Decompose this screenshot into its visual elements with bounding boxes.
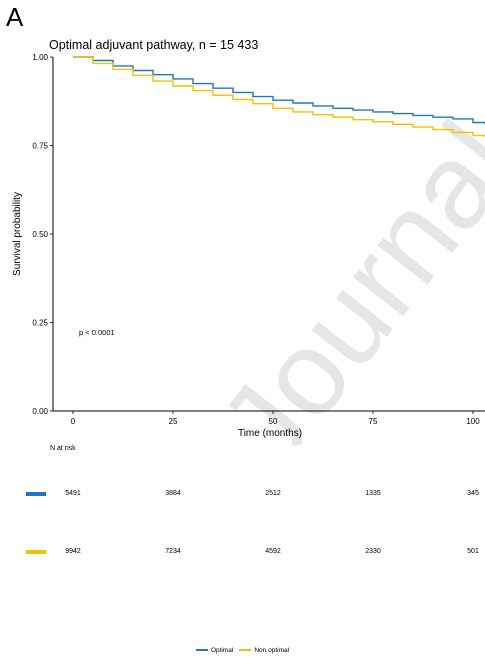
- survival-curve-non-optimal: [73, 56, 485, 138]
- x-tick-label: 25: [169, 417, 178, 426]
- risk-row-swatch: [26, 550, 46, 554]
- risk-value: 501: [467, 548, 479, 555]
- x-tick-label: 100: [466, 417, 480, 426]
- legend-swatch-optimal: [195, 649, 208, 651]
- risk-row-optimal: 5491 3884 2512 1335 345: [0, 488, 485, 500]
- y-tick-label: 0.25: [32, 319, 48, 328]
- risk-value: 3884: [165, 490, 181, 497]
- survival-plot: Journal 0.00 0.25 0.50 0.75 1.00 0 25 50 75 100 T…: [12, 53, 485, 445]
- y-tick-label: 1.00: [32, 53, 48, 62]
- chart-title: Optimal adjuvant pathway, n = 15 433: [49, 38, 259, 52]
- risk-row-non-optimal: 9942 7234 4592 2330 501: [0, 546, 485, 558]
- legend: Optimal Non optimal: [0, 644, 485, 656]
- x-tick-label: 0: [71, 417, 76, 426]
- legend-item-non-optimal: Non optimal: [239, 647, 289, 654]
- y-tick-label: 0.50: [32, 230, 48, 239]
- panel-letter: A: [6, 2, 24, 32]
- p-value-annotation: p < 0.0001: [79, 328, 115, 337]
- x-axis-title: Time (months): [238, 428, 302, 439]
- legend-swatch-non-optimal: [239, 649, 252, 651]
- risk-value: 2512: [265, 490, 281, 497]
- risk-value: 7234: [165, 548, 181, 555]
- risk-value: 1335: [365, 490, 381, 497]
- risk-row-swatch: [26, 492, 46, 496]
- risk-table-label: N at risk: [50, 445, 76, 452]
- risk-value: 345: [467, 490, 479, 497]
- legend-label-non-optimal: Non optimal: [254, 646, 290, 654]
- legend-label-optimal: Optimal: [210, 646, 234, 654]
- survival-curve-optimal: [73, 56, 485, 125]
- legend-item-optimal: Optimal: [195, 646, 234, 654]
- watermark-text: Journal: [194, 98, 485, 445]
- risk-value: 9942: [65, 548, 81, 555]
- y-tick-label: 0.75: [32, 142, 48, 151]
- x-tick-label: 50: [269, 417, 278, 426]
- x-tick-label: 75: [369, 417, 378, 426]
- y-axis-title: Survival probability: [12, 192, 23, 276]
- risk-value: 2330: [365, 548, 381, 555]
- risk-value: 5491: [65, 490, 81, 497]
- y-tick-label: 0.00: [32, 407, 48, 416]
- risk-value: 4592: [265, 548, 281, 555]
